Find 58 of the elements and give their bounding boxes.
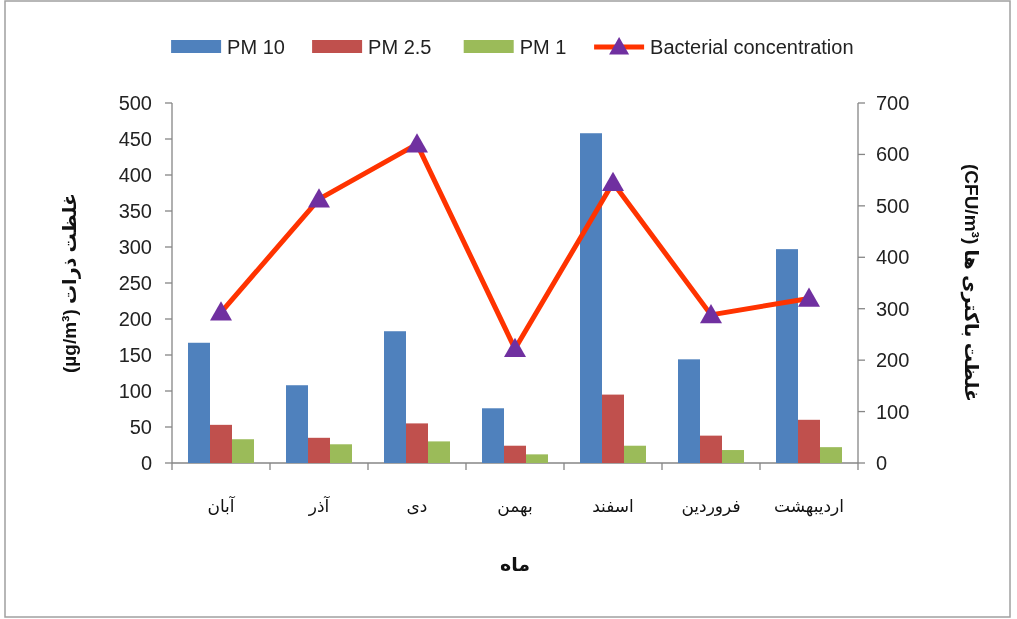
bar <box>526 454 548 463</box>
y-tick-label: 0 <box>140 452 152 474</box>
bar <box>678 359 700 463</box>
y-tick-label: 150 <box>118 344 152 366</box>
x-tick-label: آبان <box>207 495 236 516</box>
bar <box>188 342 210 463</box>
bar <box>482 408 504 463</box>
bar <box>722 450 744 463</box>
bar <box>330 444 352 463</box>
x-tick-label: بهمن <box>497 497 533 517</box>
bar <box>406 423 428 463</box>
y-tick-label: 100 <box>118 380 152 402</box>
x-tick-label: دی <box>406 497 428 516</box>
bar <box>308 437 330 463</box>
legend-label: PM 1 <box>519 36 567 58</box>
bar <box>820 447 842 463</box>
y2-tick-label: 400 <box>876 246 910 269</box>
bar <box>384 331 406 463</box>
y-tick-label: 450 <box>118 128 152 150</box>
bar <box>286 385 308 463</box>
y-tick-label: 200 <box>118 308 152 330</box>
y2-tick-label: 100 <box>876 400 910 423</box>
bar <box>232 439 254 463</box>
y2-tick-label: 600 <box>876 143 910 166</box>
legend-label: Bacterial concentration <box>650 36 854 58</box>
legend-item: Bacterial concentration <box>594 36 854 58</box>
bar <box>700 435 722 463</box>
y-tick-label: 300 <box>118 236 152 258</box>
x-tick-label: اردیبهشت <box>773 497 845 517</box>
y-tick-label: 350 <box>118 200 152 222</box>
legend-label: PM 10 <box>227 36 285 58</box>
y2-axis-title: غلظت باکتری ها (CFU/m³) <box>960 163 982 403</box>
y2-tick-label: 200 <box>876 349 910 372</box>
y-tick-label: 250 <box>118 272 152 294</box>
x-tick-label: اسفند <box>592 497 634 516</box>
y2-tick-label: 700 <box>876 92 910 114</box>
legend-item: PM 2.5 <box>312 36 432 58</box>
x-tick-label: آذر <box>307 495 331 516</box>
bar <box>580 133 602 463</box>
y-tick-label: 500 <box>118 92 152 114</box>
legend-item: PM 1 <box>463 36 567 58</box>
bar <box>624 445 646 463</box>
legend-item: PM 10 <box>171 36 285 58</box>
bar <box>798 419 820 463</box>
x-axis-title: ماه <box>499 554 531 575</box>
bar <box>210 424 232 463</box>
y-axis-title: غلظت ذرات (µg/m³) <box>59 193 81 373</box>
y2-tick-label: 500 <box>876 194 910 217</box>
bar <box>504 445 526 463</box>
bar <box>602 394 624 463</box>
y2-tick-label: 0 <box>876 452 888 474</box>
x-tick-label: فروردین <box>681 497 741 516</box>
legend-label: PM 2.5 <box>368 36 432 58</box>
y2-tick-label: 300 <box>876 297 910 320</box>
bar <box>428 441 450 463</box>
y-tick-label: 50 <box>129 416 152 438</box>
bar <box>776 249 798 463</box>
y-tick-label: 400 <box>118 164 152 186</box>
